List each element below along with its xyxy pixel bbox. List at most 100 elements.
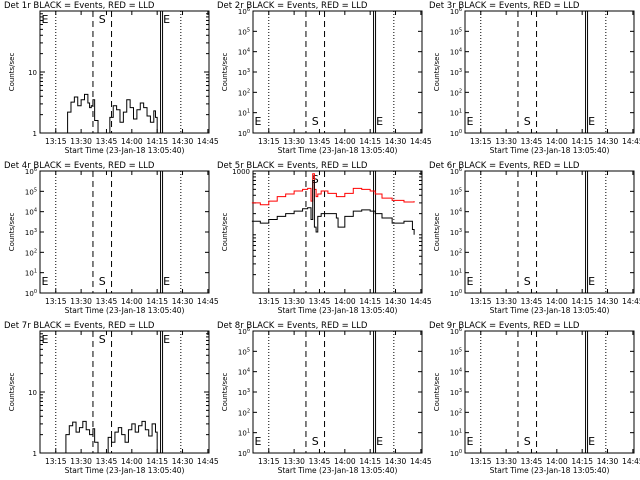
- y-tick-label: 101: [238, 429, 250, 438]
- marker-label-S: S: [524, 275, 531, 288]
- y-tick-label: 102: [238, 408, 250, 417]
- y-tick-exponent: 6: [34, 167, 37, 173]
- x-tick-label: 13:45: [96, 297, 118, 306]
- y-tick-label: 100: [238, 449, 250, 458]
- y-tick-label: 104: [450, 208, 462, 217]
- marker-label-E: E: [255, 115, 262, 128]
- panel-4: Det 4r BLACK = Events, RED = LLD10010110…: [4, 161, 219, 315]
- y-tick-label: 10: [28, 389, 37, 397]
- x-tick-label: 14:00: [546, 137, 568, 146]
- y-tick-exponent: 4: [34, 208, 37, 214]
- marker-label-E: E: [42, 275, 49, 288]
- y-tick-exponent: 4: [459, 208, 462, 214]
- panel-title: Det 2r BLACK = Events, RED = LLD: [217, 1, 368, 11]
- x-axis-label: Start Time (23-Jan-18 13:05:40): [65, 146, 185, 155]
- x-tick-label: 14:45: [622, 457, 640, 466]
- plot-frame: [464, 170, 635, 294]
- panel-9: Det 9r BLACK = Events, RED = LLD10010110…: [429, 321, 640, 475]
- y-tick-exponent: 5: [459, 347, 462, 353]
- panel-title: Det 8r BLACK = Events, RED = LLD: [217, 321, 368, 331]
- x-tick-label: 14:15: [359, 137, 381, 146]
- y-tick-label: 105: [25, 187, 37, 196]
- marker-label-E: E: [376, 435, 383, 448]
- y-tick-label: 106: [450, 167, 462, 176]
- y-tick-exponent: 1: [459, 269, 462, 275]
- x-tick-label: 14:15: [146, 137, 168, 146]
- y-tick-exponent: 6: [247, 327, 250, 333]
- plot-frame: [252, 10, 423, 134]
- x-tick-label: 13:45: [309, 297, 331, 306]
- marker-label-E: E: [588, 435, 595, 448]
- x-tick-label: 14:45: [197, 457, 219, 466]
- y-tick-exponent: 5: [34, 187, 37, 193]
- x-tick-label: 13:45: [521, 297, 543, 306]
- y-tick-label: 104: [450, 368, 462, 377]
- panel-2: Det 2r BLACK = Events, RED = LLD10010110…: [217, 1, 432, 155]
- y-axis-label: Counts/sec: [433, 373, 441, 412]
- marker-label-E: E: [467, 435, 474, 448]
- y-tick-exponent: 0: [459, 289, 462, 295]
- x-tick-label: 13:15: [470, 457, 492, 466]
- x-tick-label: 14:30: [597, 137, 619, 146]
- y-tick-exponent: 3: [459, 68, 462, 74]
- plot-frame: [464, 10, 635, 134]
- y-tick-label: 101: [25, 269, 37, 278]
- y-tick-label: 102: [238, 88, 250, 97]
- panel-8: Det 8r BLACK = Events, RED = LLD 100 101 10…: [217, 321, 432, 475]
- x-tick-label: 14:45: [410, 457, 432, 466]
- y-tick-label: 101: [238, 109, 250, 118]
- y-tick-label: 103: [450, 228, 462, 237]
- panel-6: Det 6r BLACK = Events, RED = LLD10010110…: [429, 161, 640, 315]
- x-tick-label: 13:30: [495, 137, 517, 146]
- x-axis-label: Start Time (23-Jan-18 13:05:40): [490, 146, 610, 155]
- y-tick-exponent: 3: [247, 68, 250, 74]
- x-tick-label: 14:45: [197, 297, 219, 306]
- panel-title: Det 4r BLACK = Events, RED = LLD: [4, 161, 155, 171]
- y-tick-exponent: 5: [247, 347, 250, 353]
- marker-label-E: E: [467, 275, 474, 288]
- plot-frame: [464, 330, 635, 454]
- y-tick-exponent: 4: [459, 48, 462, 54]
- x-tick-label: 14:30: [385, 297, 407, 306]
- plot-frame: [39, 170, 210, 294]
- x-tick-label: 13:30: [283, 457, 305, 466]
- x-tick-label: 13:45: [309, 137, 331, 146]
- y-tick-exponent: 1: [459, 109, 462, 115]
- x-tick-label: 13:30: [283, 297, 305, 306]
- y-axis-label: Counts/sec: [221, 53, 229, 92]
- x-tick-label: 14:30: [597, 457, 619, 466]
- x-tick-label: 13:45: [96, 137, 118, 146]
- x-tick-label: 14:15: [146, 457, 168, 466]
- x-tick-label: 14:30: [597, 297, 619, 306]
- y-tick-exponent: 2: [247, 88, 250, 94]
- plot-frame: [252, 170, 423, 294]
- y-tick-exponent: 0: [459, 449, 462, 455]
- y-tick-exponent: 0: [247, 449, 250, 455]
- x-tick-label: 14:45: [622, 297, 640, 306]
- y-tick-label: 106: [450, 7, 462, 16]
- y-tick-label: 104: [238, 368, 250, 377]
- y-tick-exponent: 3: [247, 388, 250, 394]
- x-tick-label: 13:45: [309, 457, 331, 466]
- x-tick-label: 14:15: [359, 297, 381, 306]
- x-tick-label: 14:15: [571, 137, 593, 146]
- y-tick-label: 104: [450, 48, 462, 57]
- y-tick-label: 105: [238, 347, 250, 356]
- y-tick-label: 101: [450, 269, 462, 278]
- y-tick-exponent: 0: [247, 129, 250, 135]
- y-tick-exponent: 6: [247, 7, 250, 13]
- panel-title: Det 9r BLACK = Events, RED = LLD: [429, 321, 580, 331]
- y-tick-label: 103: [238, 388, 250, 397]
- x-tick-label: 13:15: [45, 297, 67, 306]
- y-tick-exponent: 3: [459, 388, 462, 394]
- y-tick-exponent: 6: [459, 7, 462, 13]
- panel-title: Det 3r BLACK = Events, RED = LLD: [429, 1, 580, 11]
- x-tick-label: 14:00: [121, 457, 143, 466]
- x-axis-label: Start Time (23-Jan-18 13:05:40): [278, 466, 398, 475]
- y-tick-label: 102: [450, 88, 462, 97]
- y-tick-exponent: 5: [459, 187, 462, 193]
- plot-frame: [39, 10, 210, 134]
- x-axis-label: Start Time (23-Jan-18 13:05:40): [278, 146, 398, 155]
- marker-label-E: E: [588, 115, 595, 128]
